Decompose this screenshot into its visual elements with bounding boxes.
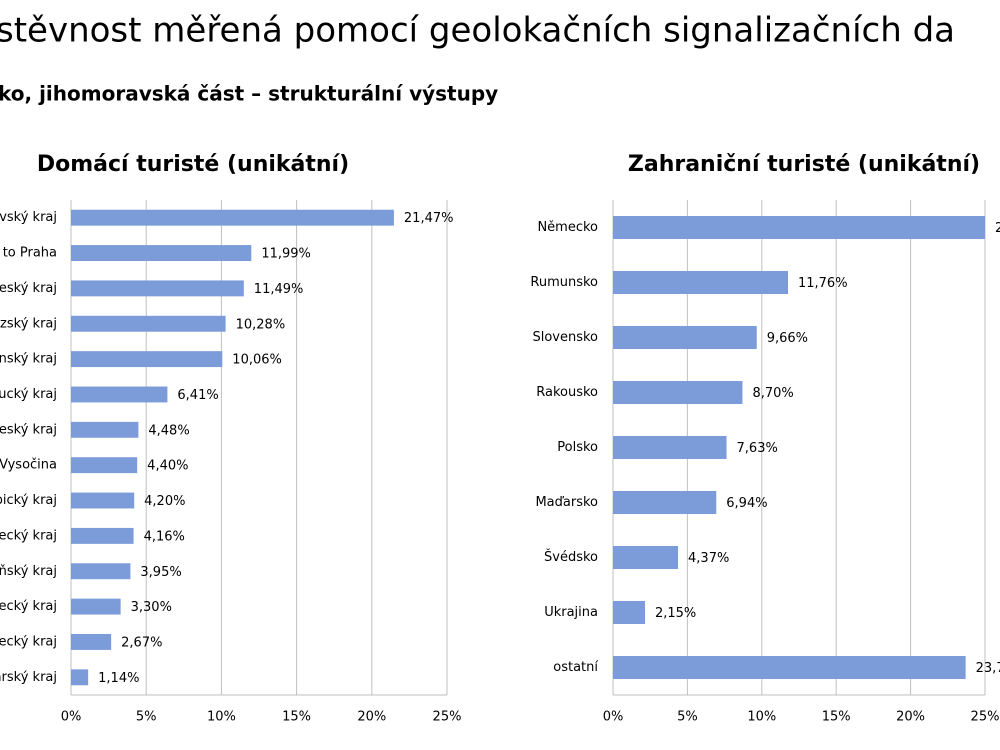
bar xyxy=(613,381,743,404)
bar xyxy=(613,326,757,349)
value-label: 3,30% xyxy=(131,600,172,615)
bar xyxy=(71,598,121,615)
value-label: 4,20% xyxy=(144,494,185,509)
category-label: eský kraj xyxy=(0,281,57,296)
x-tick-label: 0% xyxy=(603,710,624,725)
value-label: 10,28% xyxy=(236,317,286,332)
category-label: eský kraj xyxy=(0,422,57,437)
value-label: 11,76% xyxy=(798,276,848,291)
bar xyxy=(613,216,985,239)
category-label: arský kraj xyxy=(0,670,57,685)
chart-title: Zahraniční turisté (unikátní) xyxy=(628,152,980,177)
x-tick-label: 20% xyxy=(896,710,925,725)
value-label: 4,37% xyxy=(688,551,729,566)
value-label: 2,15% xyxy=(655,606,696,621)
value-label: 2,67% xyxy=(121,635,162,650)
category-label: nský kraj xyxy=(0,352,57,367)
value-label: 8,70% xyxy=(752,386,793,401)
category-label: Polsko xyxy=(557,440,598,455)
bar xyxy=(613,546,679,569)
bar xyxy=(71,209,394,226)
bar xyxy=(71,492,135,509)
x-tick-label: 25% xyxy=(971,710,1000,725)
page-title: stěvnost měřená pomocí geolokačních sign… xyxy=(0,11,955,51)
x-tick-label: 10% xyxy=(207,710,236,725)
x-tick-label: 5% xyxy=(677,710,698,725)
value-label: 21,47% xyxy=(404,211,454,226)
bar xyxy=(71,563,131,580)
value-label: 6,94% xyxy=(726,496,767,511)
value-label: 10,06% xyxy=(232,353,282,368)
category-label: Maďarsko xyxy=(535,495,598,510)
value-label: 1,14% xyxy=(98,671,139,686)
category-label: zský kraj xyxy=(0,316,57,331)
category-label: Rumunsko xyxy=(530,275,598,290)
value-label: 4,48% xyxy=(148,423,189,438)
bar xyxy=(613,491,717,514)
x-tick-label: 15% xyxy=(822,710,851,725)
bar xyxy=(71,315,226,332)
x-tick-label: 15% xyxy=(282,710,311,725)
category-label: ňský kraj xyxy=(0,564,57,579)
x-tick-label: 5% xyxy=(136,710,157,725)
bar xyxy=(613,656,966,679)
chart-title: Domácí turisté (unikátní) xyxy=(37,152,349,177)
bar xyxy=(71,527,134,544)
bar xyxy=(71,351,223,368)
value-label: 4,16% xyxy=(144,529,185,544)
category-label: Vysočina xyxy=(0,458,57,473)
category-label: to Praha xyxy=(3,246,57,261)
bar xyxy=(71,280,244,297)
value-label: 7,63% xyxy=(737,441,778,456)
category-label: ecký kraj xyxy=(0,634,57,649)
category-label: ecký kraj xyxy=(0,528,57,543)
value-label: 9,66% xyxy=(767,331,808,346)
bar xyxy=(613,436,727,459)
category-label: Německo xyxy=(537,220,598,235)
x-tick-label: 10% xyxy=(747,710,776,725)
category-label: vský kraj xyxy=(0,210,57,225)
x-tick-label: 0% xyxy=(61,710,82,725)
category-label: Švédsko xyxy=(544,549,598,565)
x-tick-label: 25% xyxy=(433,710,462,725)
value-label: 3,95% xyxy=(140,565,181,580)
bar xyxy=(71,421,139,438)
bar xyxy=(71,386,168,403)
category-label: pický kraj xyxy=(0,493,57,508)
value-label: 2 xyxy=(995,221,1000,236)
value-label: 6,41% xyxy=(177,388,218,403)
bar xyxy=(613,271,788,294)
category-label: Ukrajina xyxy=(544,605,598,620)
value-label: 11,49% xyxy=(254,282,304,297)
page-subtitle: ko, jihomoravská část – strukturální výs… xyxy=(0,82,498,106)
value-label: 23,7 xyxy=(976,661,1000,676)
bar xyxy=(613,601,645,624)
category-label: Slovensko xyxy=(532,330,598,345)
value-label: 11,99% xyxy=(261,247,311,262)
category-label: ostatní xyxy=(553,660,598,675)
category-label: Rakousko xyxy=(536,385,598,400)
category-label: ucký kraj xyxy=(0,387,57,402)
bar xyxy=(71,669,89,686)
bar xyxy=(71,457,138,474)
bar xyxy=(71,245,252,261)
x-tick-label: 20% xyxy=(357,710,386,725)
value-label: 4,40% xyxy=(147,459,188,474)
category-label: ecký kraj xyxy=(0,599,57,614)
bar xyxy=(71,634,112,650)
